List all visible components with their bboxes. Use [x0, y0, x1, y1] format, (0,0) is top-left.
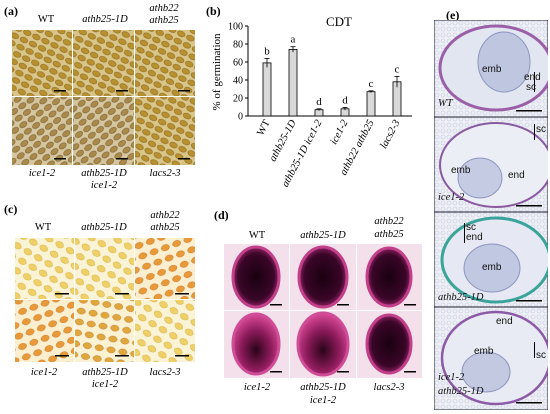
panel-d-label-athb25-ice1-a: athb25-1D	[300, 382, 346, 393]
panel-e-row3-sc: sc	[466, 222, 476, 233]
significance-letter-2: d	[316, 96, 322, 108]
significance-letter-5: c	[395, 63, 400, 75]
panel-b-label: (b)	[206, 4, 221, 18]
panel-d-label-athb22: athb22	[374, 216, 404, 227]
panel-a-athb25-ice1-photo	[73, 97, 134, 165]
panel-c-athb25-photo	[75, 238, 134, 299]
panel-e-row1-end: end	[524, 72, 541, 83]
panel-d-label-athb25: athb25-1D	[300, 230, 346, 241]
y-tick-label-40: 40	[233, 76, 243, 87]
panel-a-ice1-photo	[12, 97, 72, 165]
chart-ylabel: % of germination	[211, 33, 223, 110]
bar-4	[366, 91, 376, 117]
panel-a-label-athb22: athb22	[149, 3, 179, 14]
y-tick-label-20: 20	[233, 94, 243, 105]
panel-e-row3-genotype: athb25-1D	[438, 292, 484, 303]
panel-d-label-ice1: ice1-2	[243, 382, 271, 393]
panel-a-lacs2-photo	[135, 97, 195, 165]
panel-a-label-athb25b: athb25	[149, 15, 179, 26]
panel-e-row4-genotype2: athb25-1D	[438, 386, 484, 397]
chart-y-axis: 0 20 40 60 80 100	[228, 22, 412, 123]
panel-c-label-athb25-ice1-b: ice1-2	[91, 379, 119, 390]
panel-a-label: (a)	[4, 4, 18, 18]
bar-2	[314, 109, 324, 117]
panel-c-label-athb25-ice1-a: athb25-1D	[82, 367, 128, 378]
panel-e-row4-sc: sc	[536, 350, 546, 361]
y-tick-label-0: 0	[238, 112, 243, 123]
panel-c-label-athb25b: athb25	[150, 222, 180, 233]
panel-d-label-athb25b: athb25	[374, 229, 404, 240]
panel-e-row2-sc: sc	[536, 124, 546, 135]
panel-a-athb22-photo	[135, 30, 195, 96]
significance-letter-1: a	[291, 34, 296, 46]
panel-d-athb22-seed	[365, 246, 413, 308]
panel-c-lacs2-photo	[135, 300, 195, 362]
panel-c-athb22-photo	[135, 238, 195, 299]
y-tick-label-60: 60	[233, 58, 243, 69]
y-tick-label-100: 100	[228, 22, 243, 33]
panel-a-label-ice1: ice1-2	[28, 168, 56, 179]
panel-a-seed-photos	[12, 30, 195, 165]
panel-d-label: (d)	[214, 208, 229, 222]
x-tick-label-3: ice1-2	[329, 118, 351, 147]
panel-d-athb25-seed	[297, 245, 349, 309]
panel-a-label-athb25-ice1-a: athb25-1D	[81, 168, 127, 179]
x-tick-label-0: WT	[255, 118, 273, 138]
panel-c-label-lacs2: lacs2-3	[149, 367, 181, 378]
panel-d-label-lacs2: lacs2-3	[373, 382, 405, 393]
panel-c-ice1-photo	[15, 300, 74, 362]
panel-e-row1-emb: emb	[482, 64, 502, 75]
panel-d-label-wt: WT	[248, 230, 266, 241]
panel-e-row1-genotype: WT	[438, 98, 453, 109]
panel-e-row3-end: end	[466, 232, 483, 243]
significance-letter-0: b	[264, 45, 270, 57]
panel-a-label-athb25: athb25-1D	[82, 14, 128, 25]
panel-a-athb25-photo	[73, 30, 134, 96]
bar-0	[262, 62, 272, 117]
panel-e-label: (e)	[446, 8, 460, 22]
panel-a-label-lacs2: lacs2-3	[149, 168, 181, 179]
panel-e-row4-emb: emb	[474, 346, 494, 357]
panel-a-label-wt: WT	[37, 14, 55, 25]
bar-1	[288, 49, 298, 117]
panel-d-lacs2-seed	[365, 313, 413, 375]
panel-e-row3-emb: emb	[482, 262, 502, 273]
panel-d-ice1-seed	[231, 312, 281, 376]
panel-e-row2-emb: emb	[451, 165, 471, 176]
chart-bars: b a d d c c	[262, 34, 402, 117]
panel-e-row2-end: end	[508, 170, 525, 181]
panel-e-row2-genotype: ice1-2	[438, 192, 465, 203]
panel-c-label-athb25: athb25-1D	[81, 222, 127, 233]
panel-a-label-athb25-ice1-b: ice1-2	[90, 180, 118, 191]
panel-e-row4-end: end	[496, 316, 513, 327]
panel-d-athb25-ice1-seed	[296, 311, 350, 377]
panel-e-row1-sc: sc	[526, 82, 536, 93]
chart-title: CDT	[326, 14, 352, 29]
y-tick-label-80: 80	[233, 40, 243, 51]
significance-letter-4: c	[369, 78, 374, 90]
panel-d-stained-seed-photos	[224, 244, 422, 378]
panel-c-label-ice1: ice1-2	[30, 367, 58, 378]
panel-d-wt-seed	[231, 245, 281, 309]
panel-b-germination-chart: CDT % of germination 0 20 40 60 80 100 b a d d c c…	[211, 14, 412, 189]
panel-c-label-wt: WT	[34, 222, 52, 233]
panel-c-label-athb22: athb22	[150, 210, 180, 221]
x-tick-label-5: lacs2-3	[378, 118, 402, 150]
panel-c-seed-photos	[15, 238, 195, 362]
panel-e-section-photos	[434, 20, 548, 410]
panel-c-label: (c)	[4, 202, 18, 216]
significance-letter-3: d	[342, 94, 348, 106]
panel-d-label-athb25-ice1-b: ice1-2	[309, 395, 337, 406]
panel-e-row4-genotype: ice1-2	[438, 372, 465, 383]
panel-c-wt-photo	[15, 238, 74, 299]
panel-c-athb25-ice1-photo	[75, 300, 134, 362]
panel-a-wt-photo	[12, 30, 72, 96]
